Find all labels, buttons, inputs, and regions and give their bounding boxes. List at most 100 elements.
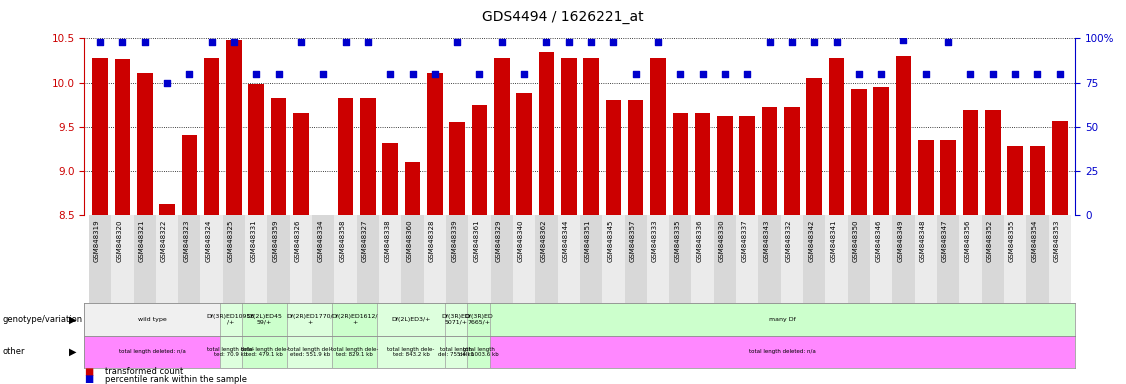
Point [873,71,891,77]
Bar [628,100,643,215]
Bar [1004,215,1026,303]
Bar [561,58,577,215]
Text: GSM848359: GSM848359 [272,220,278,262]
Bar [1052,121,1067,215]
Text: GSM848324: GSM848324 [206,220,212,262]
Point [605,39,623,45]
Bar [200,215,223,303]
Bar [242,336,287,368]
Point [760,39,778,45]
Point [1006,71,1024,77]
Bar [111,215,134,303]
Text: total length dele-
ted: 829.1 kb: total length dele- ted: 829.1 kb [331,347,378,357]
Text: percentile rank within the sample: percentile rank within the sample [105,374,247,384]
Bar [270,98,286,215]
Text: GSM848360: GSM848360 [406,220,412,262]
Point [671,71,689,77]
Bar [669,215,691,303]
Point [203,39,221,45]
Bar [963,110,978,215]
Bar [538,51,554,215]
Text: GSM848349: GSM848349 [897,220,903,262]
Bar [155,215,178,303]
Bar [446,215,468,303]
Text: GSM848343: GSM848343 [763,220,769,262]
Text: total length deleted: n/a: total length deleted: n/a [749,349,816,354]
Bar [467,303,490,336]
Bar [695,113,711,215]
Text: GSM848320: GSM848320 [116,220,123,262]
Text: GSM848328: GSM848328 [429,220,435,262]
Bar [472,104,488,215]
Bar [874,87,890,215]
Bar [1026,215,1048,303]
Bar [293,113,309,215]
Bar [467,336,490,368]
Bar [423,215,446,303]
Point [537,39,555,45]
Text: GSM848358: GSM848358 [340,220,346,262]
Point [1051,71,1069,77]
Bar [895,56,911,215]
Point [448,39,466,45]
Text: GSM848322: GSM848322 [161,220,167,262]
Point [382,71,400,77]
Bar [220,303,242,336]
Bar [92,58,108,215]
Text: GSM848351: GSM848351 [586,220,591,262]
Bar [287,336,332,368]
Bar [736,215,759,303]
Bar [360,98,376,215]
Text: total length
del: 1003.6 kb: total length del: 1003.6 kb [458,347,499,357]
Text: total length del-
eted: 551.9 kb: total length del- eted: 551.9 kb [287,347,332,357]
Bar [740,116,756,215]
Bar [780,215,803,303]
Bar [245,215,268,303]
Text: GSM848342: GSM848342 [808,220,814,262]
Bar [759,215,780,303]
Bar [937,215,959,303]
Text: Df(2L)ED45
59/+: Df(2L)ED45 59/+ [247,314,283,325]
Point [269,71,287,77]
Bar [806,78,822,215]
Text: GSM848355: GSM848355 [1009,220,1015,262]
Bar [580,215,602,303]
Text: Df(3R)ED
5071/+: Df(3R)ED 5071/+ [441,314,471,325]
Text: GSM848340: GSM848340 [518,220,524,262]
Point [894,37,912,43]
Bar [914,215,937,303]
Text: GSM848325: GSM848325 [227,220,234,262]
Point [403,71,421,77]
Point [850,71,868,77]
Point [136,39,154,45]
Bar [602,215,625,303]
Bar [334,215,357,303]
Bar [204,58,220,215]
Bar [714,215,736,303]
Text: other: other [2,348,25,356]
Bar [829,58,844,215]
Bar [870,215,892,303]
Text: transformed count: transformed count [105,367,182,376]
Point [694,71,712,77]
Text: GSM848357: GSM848357 [629,220,636,262]
Bar [404,162,420,215]
Point [314,71,332,77]
Text: total length dele-
ted: 70.9 kb: total length dele- ted: 70.9 kb [207,347,254,357]
Bar [178,215,200,303]
Point [471,71,489,77]
Bar [646,215,669,303]
Bar [312,215,334,303]
Bar [982,215,1004,303]
Point [739,71,757,77]
Text: ■: ■ [84,374,93,384]
Point [91,39,109,45]
Bar [377,303,445,336]
Text: total length
del: 755.4 kb: total length del: 755.4 kb [438,347,474,357]
Point [248,71,266,77]
Text: GSM848329: GSM848329 [495,220,502,262]
Bar [134,215,155,303]
Bar [115,59,131,215]
Text: GSM848332: GSM848332 [786,220,792,262]
Text: GSM848345: GSM848345 [607,220,614,262]
